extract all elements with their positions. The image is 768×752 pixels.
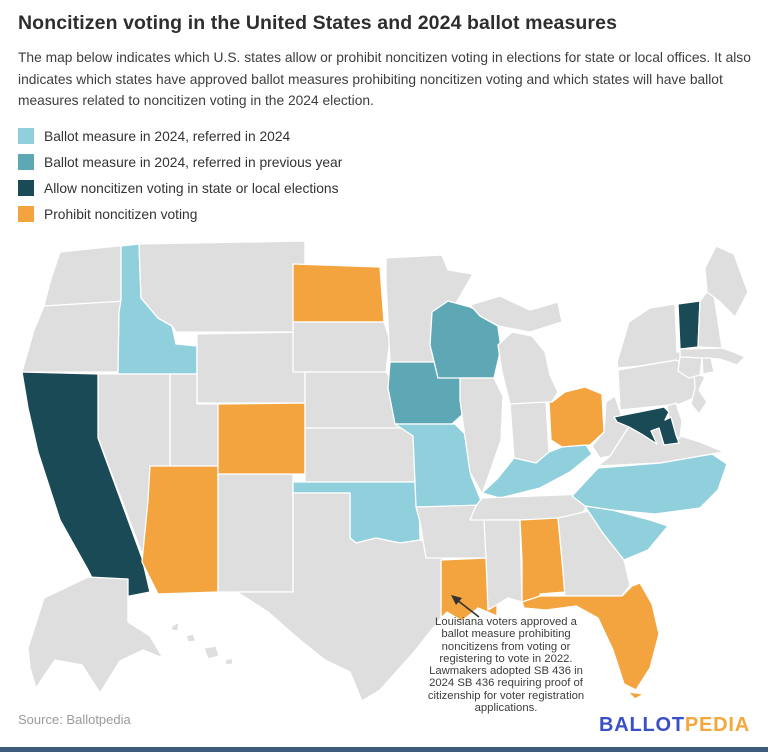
legend-swatch-light-blue	[18, 128, 34, 144]
state-texas[interactable]	[236, 492, 444, 702]
legend-label: Allow noncitizen voting in state or loca…	[44, 180, 339, 196]
state-hawaii[interactable]	[224, 657, 234, 666]
legend-item-referred-previous-year: Ballot measure in 2024, referred in prev…	[18, 149, 342, 175]
state-south-dakota[interactable]	[292, 321, 391, 373]
legend-label: Ballot measure in 2024, referred in 2024	[44, 128, 291, 144]
state-new-hampshire[interactable]	[697, 291, 723, 349]
source-text: Source: Ballotpedia	[18, 712, 131, 727]
state-maryland[interactable]	[613, 406, 680, 446]
legend: Ballot measure in 2024, referred in 2024…	[18, 123, 342, 227]
legend-item-allow: Allow noncitizen voting in state or loca…	[18, 175, 342, 201]
louisiana-annotation: Louisiana voters approved a ballot measur…	[427, 616, 585, 715]
state-indiana[interactable]	[509, 401, 550, 464]
logo-pedia: PEDIA	[684, 714, 750, 736]
ballotpedia-logo: BALLOTPEDIA	[599, 714, 750, 737]
logo-ballot: BALLOT	[598, 714, 685, 736]
legend-item-prohibit: Prohibit noncitizen voting	[18, 201, 342, 227]
state-colorado[interactable]	[217, 402, 306, 475]
legend-swatch-dark-teal	[18, 180, 34, 196]
state-hawaii[interactable]	[170, 621, 180, 632]
state-wyoming[interactable]	[196, 331, 306, 404]
state-maine[interactable]	[704, 245, 749, 318]
legend-swatch-teal	[18, 154, 34, 170]
state-florida-keys[interactable]	[627, 691, 645, 700]
state-arizona[interactable]	[141, 465, 219, 595]
state-montana[interactable]	[138, 240, 306, 333]
state-kentucky[interactable]	[481, 444, 593, 499]
state-north-dakota[interactable]	[292, 263, 385, 323]
footer-bar	[0, 747, 768, 752]
legend-item-referred-2024: Ballot measure in 2024, referred in 2024	[18, 123, 342, 149]
state-michigan-upper[interactable]	[469, 295, 563, 333]
state-hawaii[interactable]	[203, 645, 220, 660]
state-florida[interactable]	[521, 582, 660, 691]
legend-label: Ballot measure in 2024, referred in prev…	[44, 154, 343, 170]
legend-label: Prohibit noncitizen voting	[44, 206, 198, 222]
state-new-mexico[interactable]	[217, 473, 294, 593]
state-connecticut[interactable]	[677, 356, 703, 379]
annotation-arrow	[451, 595, 480, 618]
state-michigan-lower[interactable]	[497, 331, 559, 405]
state-illinois[interactable]	[459, 377, 504, 495]
legend-swatch-orange	[18, 206, 34, 222]
state-rhode-island[interactable]	[701, 357, 715, 375]
state-hawaii[interactable]	[185, 633, 197, 643]
state-vermont[interactable]	[677, 300, 701, 350]
state-mississippi[interactable]	[483, 519, 523, 611]
state-south-carolina[interactable]	[584, 505, 669, 561]
state-alabama[interactable]	[519, 517, 566, 609]
state-new-jersey[interactable]	[690, 371, 708, 415]
state-ohio[interactable]	[548, 386, 605, 448]
state-alaska[interactable]	[27, 576, 164, 694]
state-kansas[interactable]	[304, 427, 417, 483]
description: The map below indicates which U.S. state…	[18, 50, 751, 108]
page-title: Noncitizen voting in the United States a…	[18, 12, 618, 34]
